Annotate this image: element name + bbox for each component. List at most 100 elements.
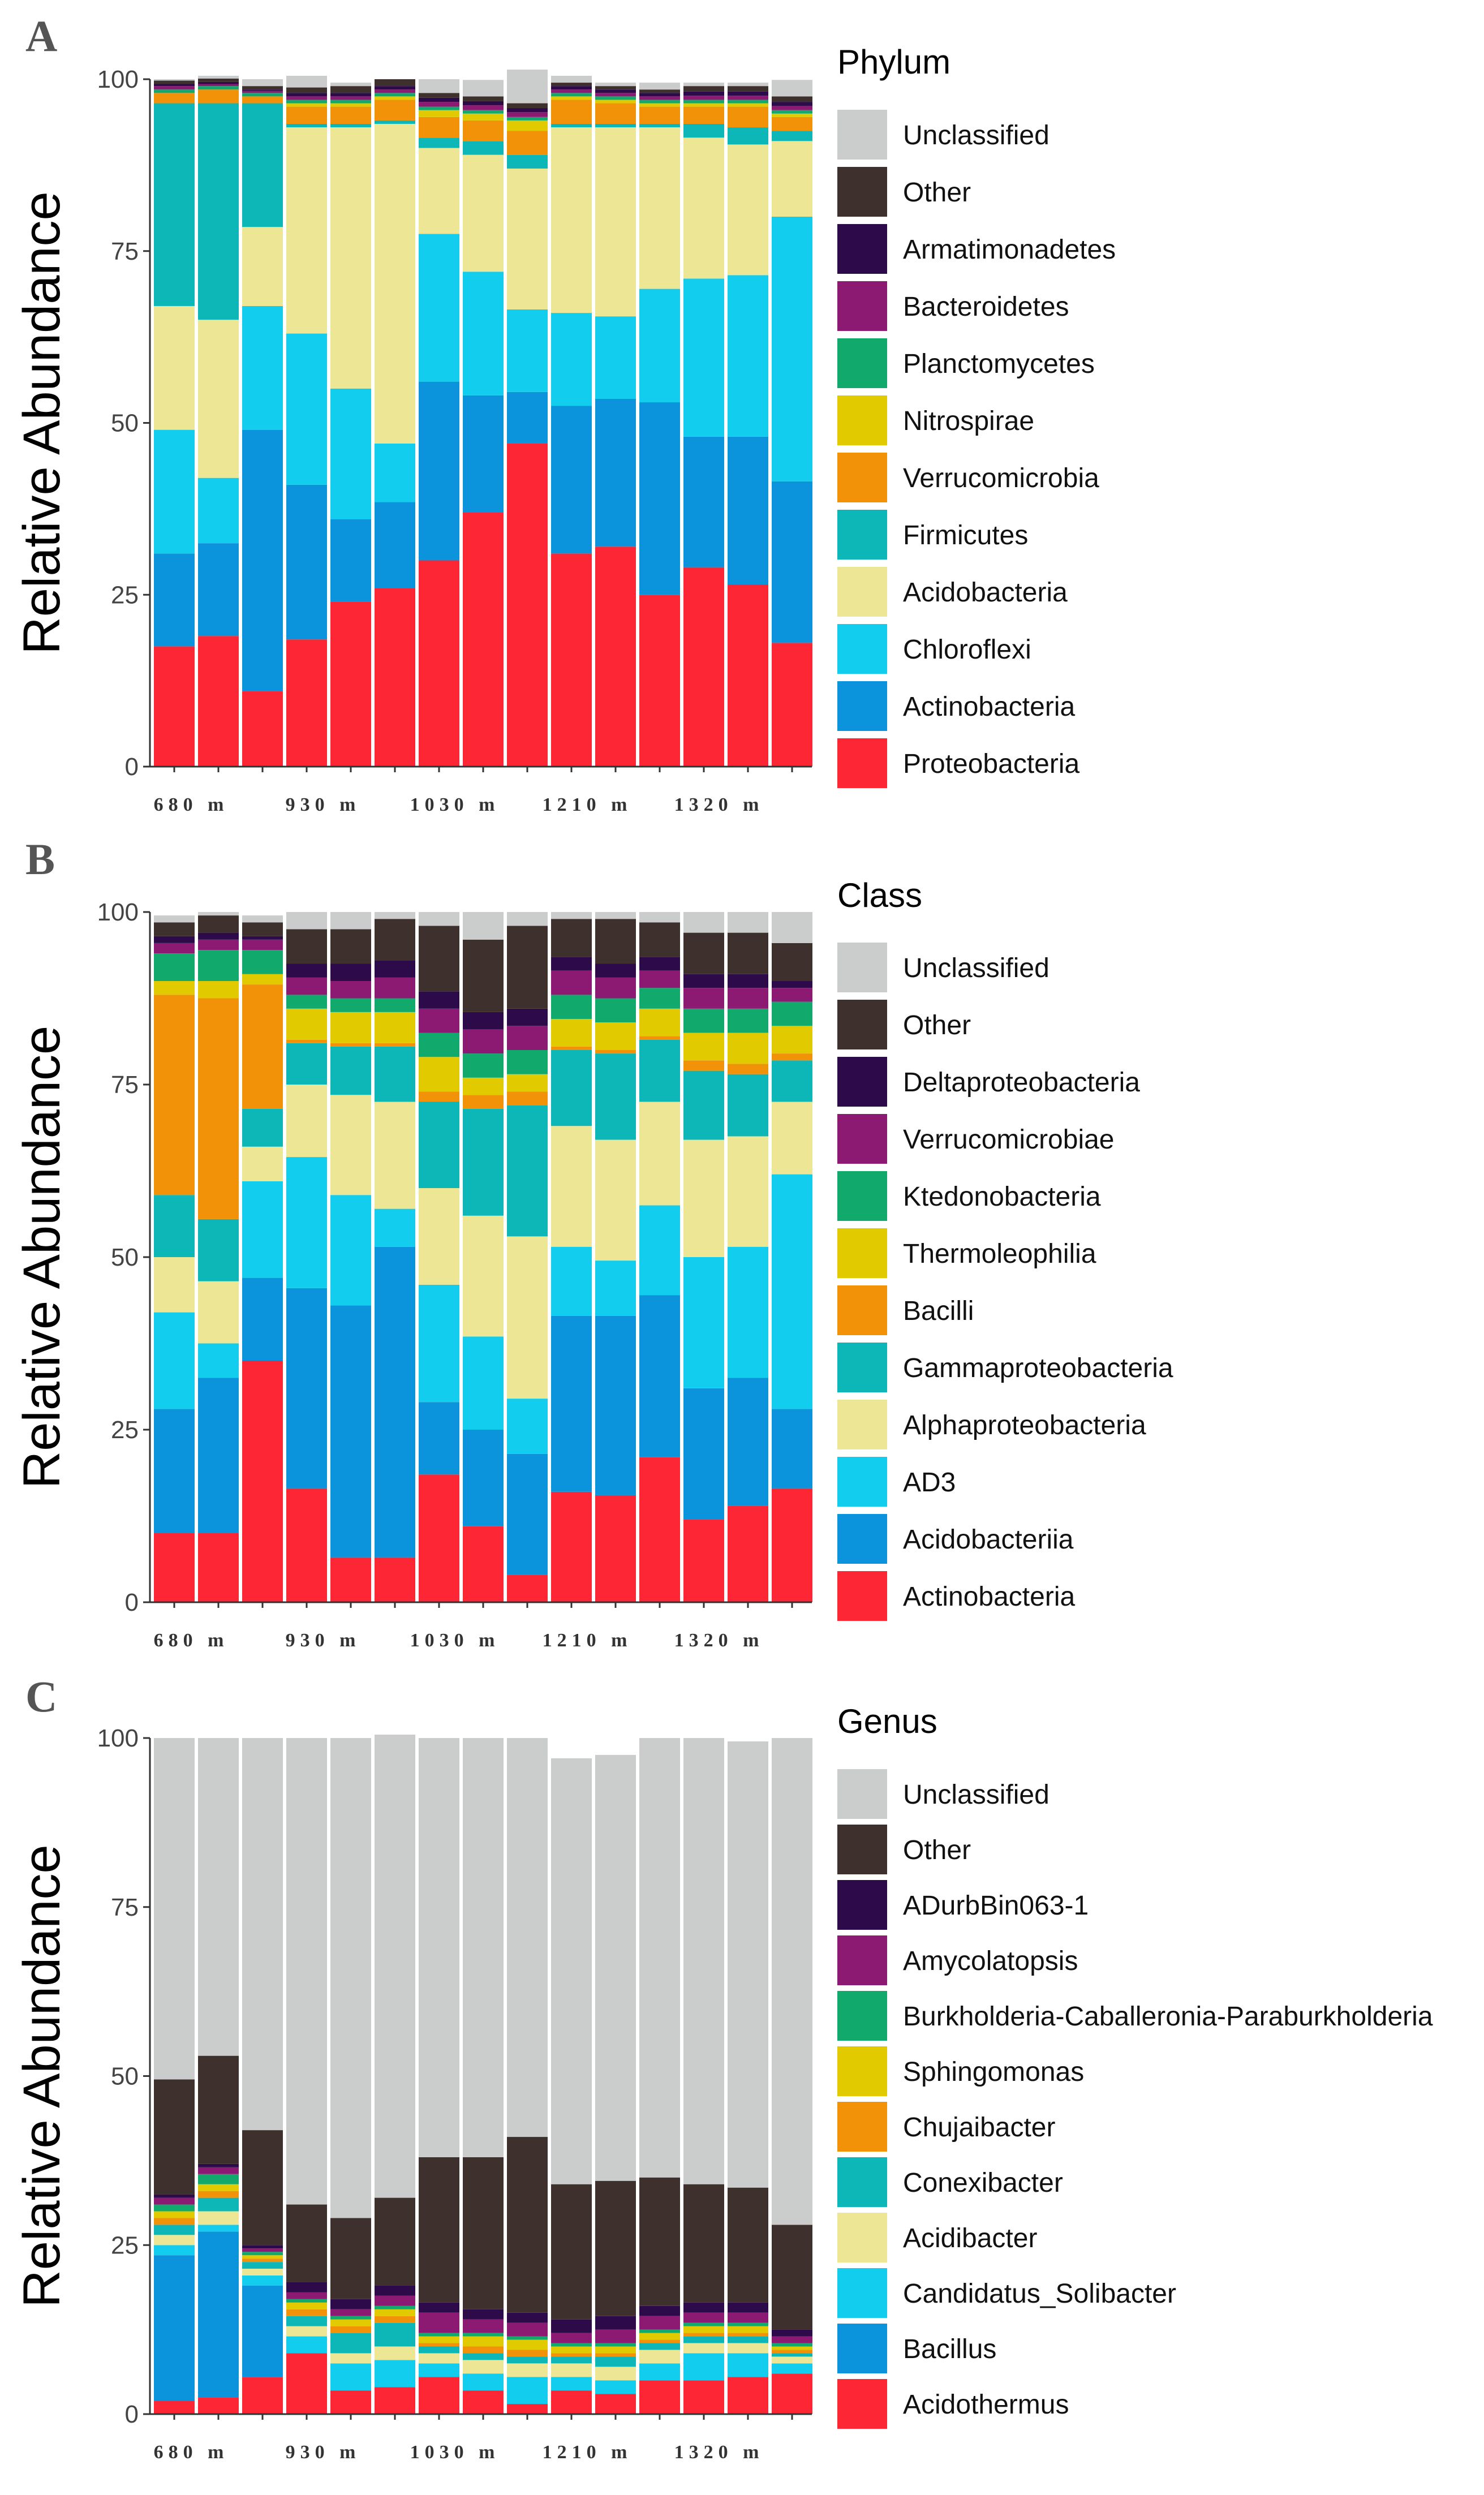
panel-a-bar-segment-verrucomicrobia xyxy=(728,106,768,128)
panel-a-bar-segment-chloroflexi xyxy=(330,388,371,519)
panel-a-bar-segment-unclassified xyxy=(728,83,768,87)
panel-a-bar-segment-armatimonadetes xyxy=(198,81,239,84)
panel-a-bar-segment-bacteroidetes xyxy=(728,96,768,100)
panel-b-legend-swatch xyxy=(837,1000,887,1049)
panel-a-legend-entry: Nitrospirae xyxy=(903,406,1034,436)
panel-a-bar-segment-other xyxy=(728,86,768,92)
panel-b-bar-segment-bacilli xyxy=(286,1039,327,1043)
panel-b-bar-segment-thermoleophilia xyxy=(639,1008,680,1036)
panel-c-legend-entry: Conexibacter xyxy=(903,2168,1063,2198)
panel-b-bar-segment-gammaproteobacteria xyxy=(551,1050,592,1126)
panel-a-bar-segment-acidobacteria xyxy=(198,320,239,478)
panel-b-site-label: 1320 m xyxy=(674,1630,764,1651)
panel-b-bar-segment-ad3 xyxy=(330,1195,371,1306)
panel-b-bar-segment-ktedonobacteria xyxy=(198,950,239,981)
panel-b-legend-entry: Acidobacteriia xyxy=(903,1525,1074,1555)
panel-a-bar-segment-unclassified xyxy=(198,75,239,79)
panel-c-bar-segment-other xyxy=(728,2187,768,2303)
panel-b-bar-segment-ktedonobacteria xyxy=(507,1050,548,1074)
panel-b-site-label: 930 m xyxy=(286,1630,361,1651)
panel-b-bar-segment-alphaproteobacteria xyxy=(419,1188,459,1285)
panel-c-bar-segment-acidibacter xyxy=(639,2350,680,2364)
panel-c-label: C xyxy=(25,1672,57,1721)
panel-c-bar-segment-acidibacter xyxy=(375,2346,415,2360)
panel-c-legend-swatch xyxy=(837,1935,887,1985)
panel-a-label: A xyxy=(25,11,57,61)
panel-b-bar-segment-actinobacteria xyxy=(330,1557,371,1602)
panel-a-legend-swatch xyxy=(837,567,887,617)
panel-b-bar-segment-thermoleophilia xyxy=(242,974,283,985)
panel-a-bar-segment-actinobacteria xyxy=(728,436,768,585)
panel-c-bar-segment-acidothermus xyxy=(330,2390,371,2414)
panel-c-bar-segment-sphingomonas xyxy=(507,2339,548,2350)
panel-c-bar-segment-candidatus_solibacter xyxy=(595,2380,636,2394)
panel-c-bar-segment-acidibacter xyxy=(551,2363,592,2377)
panel-c-bar-segment-chujaibacter xyxy=(286,2309,327,2316)
panel-b-bar-segment-ad3 xyxy=(375,1208,415,1247)
panel-a-bar-segment-firmicutes xyxy=(639,123,680,128)
panel-a-bar-segment-bacteroidetes xyxy=(419,102,459,107)
panel-b-bar-segment-verrucomicrobiae xyxy=(419,1008,459,1033)
panel-a-y-tick-label: 100 xyxy=(97,66,139,93)
panel-a-bar-segment-actinobacteria xyxy=(154,553,195,647)
panel-b-bar-segment-other xyxy=(419,926,459,992)
panel-c-bar-segment-amycolatopsis xyxy=(463,2319,504,2333)
panel-a-bar-segment-firmicutes xyxy=(683,123,724,138)
panel-a-bar-segment-armatimonadetes xyxy=(639,93,680,97)
panel-c-bar-segment-candidatus_solibacter xyxy=(639,2363,680,2381)
panel-b-legend-swatch xyxy=(837,1457,887,1507)
panel-b-bar-segment-deltaproteobacteria xyxy=(551,957,592,971)
panel-a-bar-segment-other xyxy=(154,80,195,84)
panel-b-bar-segment-gammaproteobacteria xyxy=(375,1046,415,1102)
panel-b-bar-segment-other xyxy=(286,929,327,964)
panel-c-y-tick-label: 75 xyxy=(111,1894,139,1921)
panel-b-bar-segment-gammaproteobacteria xyxy=(154,1195,195,1257)
panel-a-legend-entry: Bacteroidetes xyxy=(903,292,1069,322)
panel-a-y-tick-label: 25 xyxy=(111,581,139,609)
panel-c-bar-segment-adurbbin063-1 xyxy=(330,2299,371,2309)
panel-a-bar-segment-chloroflexi xyxy=(683,278,724,437)
panel-a-bar-segment-acidobacteria xyxy=(772,141,812,217)
panel-b-bar-segment-bacilli xyxy=(595,1050,636,1054)
panel-b-bar-segment-thermoleophilia xyxy=(507,1074,548,1092)
panel-b-bar-segment-other xyxy=(154,922,195,936)
panel-c-bar-segment-candidatus_solibacter xyxy=(198,2225,239,2232)
panel-b-legend-swatch xyxy=(837,1285,887,1335)
panel-a-bar-segment-planctomycetes xyxy=(772,110,812,114)
panel-c-legend-entry: Burkholderia-Caballeronia-Paraburkholder… xyxy=(903,2002,1433,2032)
panel-c-site-label: 680 m xyxy=(154,2442,229,2463)
panel-b-legend-swatch xyxy=(837,943,887,992)
panel-a-bar-segment-bacteroidetes xyxy=(639,96,680,100)
panel-a-bar-segment-firmicutes xyxy=(286,123,327,128)
panel-b-bar-segment-ad3 xyxy=(154,1312,195,1409)
panel-a-legend-swatch xyxy=(837,395,887,445)
panel-b-bar-segment-other xyxy=(507,926,548,1009)
panel-a-bar-segment-verrucomicrobia xyxy=(242,96,283,104)
panel-b-bar-segment-deltaproteobacteria xyxy=(242,936,283,940)
panel-b-bar-segment-unclassified xyxy=(286,912,327,930)
panel-b-bar-segment-ad3 xyxy=(551,1246,592,1316)
panel-b-bar-segment-ad3 xyxy=(683,1257,724,1388)
panel-a-bar-segment-acidobacteria xyxy=(330,127,371,389)
panel-c-bar-segment-acidibacter xyxy=(683,2343,724,2354)
panel-c-bar-segment-chujaibacter xyxy=(242,2259,283,2262)
panel-c-bar-segment-chujaibacter xyxy=(772,2350,812,2354)
panel-b-bar-segment-alphaproteobacteria xyxy=(551,1126,592,1247)
panel-c-legend-entry: Other xyxy=(903,1835,971,1865)
panel-a-legend-entry: Acidobacteria xyxy=(903,578,1068,608)
panel-b-bar-segment-verrucomicrobiae xyxy=(286,977,327,995)
panel-b-bar-segment-unclassified xyxy=(507,912,548,926)
panel-b-bar-segment-acidobacteriia xyxy=(330,1305,371,1558)
panel-a-bar-segment-nitrospirae xyxy=(419,110,459,117)
panel-c-legend-swatch xyxy=(837,1880,887,1930)
panel-a-bar-segment-proteobacteria xyxy=(595,547,636,767)
panel-b-legend-entry: Verrucomicrobiae xyxy=(903,1125,1115,1155)
panel-c-bar-segment-unclassified xyxy=(595,1754,636,2181)
panel-a-legend-swatch xyxy=(837,624,887,674)
panel-c-bar-segment-sphingomonas xyxy=(683,2326,724,2333)
panel-c-bar-segment-conexibacter xyxy=(198,2197,239,2212)
panel-b-bar-segment-ktedonobacteria xyxy=(242,950,283,974)
panel-a-bar-segment-proteobacteria xyxy=(419,560,459,767)
panel-b-bar-segment-ad3 xyxy=(507,1399,548,1454)
panel-c-bar-segment-adurbbin063-1 xyxy=(419,2302,459,2313)
